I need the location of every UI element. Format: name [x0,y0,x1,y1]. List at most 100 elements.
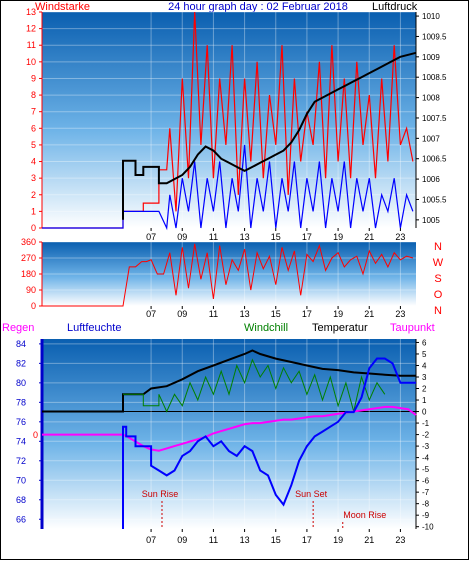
y-left-tick-label: 84 [16,339,26,349]
y-left-tick-label: 12 [26,24,36,34]
y-right-tick-label: 1010 [422,12,440,21]
y-right-tick-label: -2 [422,431,430,440]
y-right-tick-label: 4 [422,361,427,370]
x-tick-label: 23 [395,309,405,319]
x-tick-label: 17 [302,232,312,242]
x-tick-label: 11 [209,232,218,242]
y-right-tick-label: 1009 [422,53,440,62]
x-tick-label: 13 [240,309,250,319]
windchill-label: Windchill [244,322,288,334]
y-left-tick-label: 78 [16,397,26,407]
y-right-tick-label: 1007 [422,134,440,143]
y-left-tick-label: 6 [31,123,36,133]
compass-label: N [434,241,442,253]
humidity-series-line [122,357,416,529]
y-right-tick-label: 6 [422,338,427,347]
y-left-tick-label: 7 [31,107,36,117]
windstarke-label: Windstarke [35,1,90,13]
x-tick-label: 13 [240,232,250,242]
luftdruck-label: Luftdruck [372,1,418,13]
y-right-tick-label: 1008.5 [422,73,447,82]
y-left-tick-label: 80 [16,378,26,388]
wind-series-line [42,243,414,307]
x-tick-label: 15 [271,535,281,545]
y-right-tick-label: 5 [422,350,427,359]
y-left-tick-label: 8 [31,90,36,100]
y-right-tick-label: 1006 [422,175,440,184]
x-tick-label: 11 [209,309,218,319]
windchill-series-line [123,358,386,413]
pressure-series-line [122,51,417,220]
y-right-tick-label: -10 [422,523,434,532]
x-tick-label: 09 [177,309,187,319]
y-left-tick-label: 70 [16,475,26,485]
y-left-tick-label: 270 [21,253,36,263]
graph-title: 24 hour graph day : 02 Februar 2018 [168,1,348,13]
y-left-tick-label: 180 [21,269,36,279]
y-left-tick-label: 66 [16,514,26,524]
x-tick-label: 07 [146,309,156,319]
compass-label: S [434,273,441,285]
compass-label: O [434,289,443,301]
regen-zero-label: 0 [33,430,38,440]
y-right-tick-label: 1007.5 [422,114,447,123]
y-left-tick-label: 90 [26,285,36,295]
x-tick-label: 23 [395,232,405,242]
x-tick-label: 19 [333,232,343,242]
y-right-tick-label: 3 [422,373,427,382]
x-tick-label: 13 [240,535,250,545]
y-right-tick-label: 1005 [422,216,440,225]
temperatur-label: Temperatur [312,322,368,334]
y-right-tick-label: -1 [422,419,430,428]
y-left-tick-label: 76 [16,417,26,427]
y-right-tick-label: 1005.5 [422,195,447,204]
x-tick-label: 21 [364,535,374,545]
y-right-tick-label: 0 [422,408,427,417]
taupunkt-label: Taupunkt [390,322,435,334]
x-tick-label: 07 [146,232,156,242]
y-right-tick-label: -8 [422,500,430,509]
y-right-tick-label: 2 [422,385,427,394]
x-tick-label: 15 [271,309,281,319]
wind-series-line [42,11,414,229]
luftfeuchte-label: Luftfeuchte [67,322,121,334]
regen-label: Regen [2,322,34,334]
y-left-tick-label: 68 [16,495,26,505]
x-tick-label: 19 [333,535,343,545]
y-left-tick-label: 3 [31,173,36,183]
y-right-tick-label: -3 [422,442,430,451]
y-left-tick-label: 0 [31,301,36,311]
y-right-tick-label: -4 [422,454,430,463]
y-left-tick-label: 10 [26,57,36,67]
y-left-tick-label: 360 [21,237,36,247]
compass-label: W [433,257,444,269]
y-left-tick-label: 4 [31,157,36,167]
x-tick-label: 17 [302,309,312,319]
event-label: Moon Rise [343,510,386,520]
event-label: Sun Set [295,489,328,499]
y-right-tick-label: -9 [422,511,430,520]
y-right-tick-label: -7 [422,488,430,497]
y-left-tick-label: 11 [27,40,36,50]
x-tick-label: 21 [364,309,374,319]
event-label: Sun Rise [142,489,179,499]
x-tick-label: 17 [302,535,312,545]
y-right-tick-label: 1 [422,396,427,405]
y-left-tick-label: 13 [26,7,36,17]
x-tick-label: 23 [395,535,405,545]
y-left-tick-label: 2 [31,190,36,200]
x-tick-label: 07 [146,535,156,545]
dewpoint-series-line [42,405,417,452]
y-left-tick-label: 9 [31,73,36,83]
x-tick-label: 11 [209,535,218,545]
x-tick-label: 19 [333,309,343,319]
y-left-tick-label: 0 [31,223,36,233]
y-right-tick-label: -6 [422,477,430,486]
y-left-tick-label: 82 [16,358,26,368]
wind-pressure-chart: 01234567891011121310051005.510061006.510… [26,7,447,242]
x-tick-label: 09 [177,232,187,242]
